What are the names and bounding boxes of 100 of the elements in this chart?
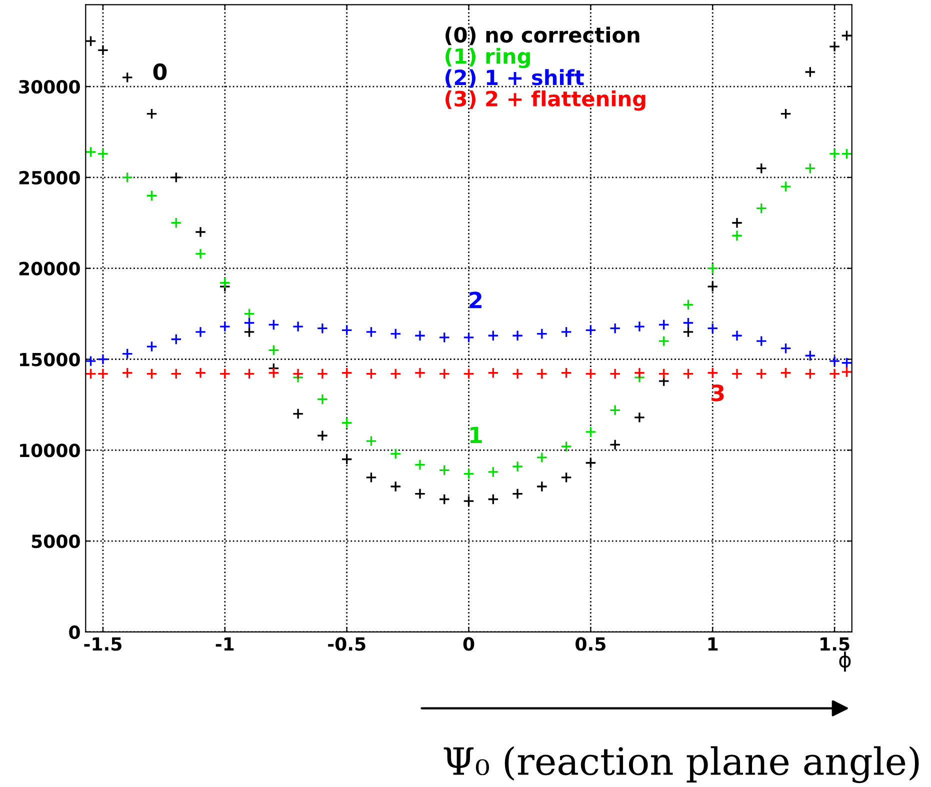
point [341, 454, 353, 465]
point [146, 190, 158, 202]
x-tick-label: 1 [708, 637, 718, 651]
point [780, 108, 792, 120]
point [487, 330, 499, 342]
x-tick-label: -0.5 [328, 637, 366, 651]
point [731, 330, 743, 342]
text: Ψ₀ (reaction plane angle) [444, 746, 919, 784]
text: (3) 2 + flattening [446, 90, 646, 111]
point [122, 348, 134, 360]
y-tick-label: 15000 [20, 352, 80, 366]
point [244, 368, 255, 380]
point [86, 35, 96, 47]
point [634, 320, 646, 332]
point [828, 40, 840, 52]
x-tick-label: 0 [463, 637, 474, 651]
point [438, 464, 450, 476]
point [584, 457, 596, 469]
x-tick-label: -1 [216, 637, 234, 651]
point [560, 472, 572, 484]
point [316, 368, 328, 380]
point [609, 439, 621, 450]
point [706, 280, 718, 292]
y-tick-label: 0 [69, 625, 80, 640]
point [658, 319, 670, 330]
point [584, 324, 596, 336]
annotation: 3 [712, 384, 724, 402]
point [292, 368, 304, 380]
point [97, 148, 109, 160]
point [756, 335, 768, 347]
point [122, 72, 134, 84]
point [463, 495, 474, 507]
y-tick-label: 5000 [32, 534, 80, 548]
point [536, 328, 548, 340]
x-tick-label: 1.5 [820, 637, 850, 651]
point [584, 426, 596, 438]
point [756, 368, 768, 380]
point [609, 368, 621, 380]
point [609, 404, 621, 416]
point [268, 344, 280, 356]
point [634, 412, 646, 424]
point [366, 435, 377, 447]
point [219, 368, 231, 380]
point [706, 367, 718, 379]
point [244, 326, 255, 338]
point [438, 368, 450, 380]
point [536, 480, 548, 492]
point [194, 226, 206, 238]
point [390, 480, 402, 492]
point [194, 326, 206, 338]
point [706, 322, 718, 334]
point [122, 172, 134, 184]
point [804, 66, 816, 78]
point [146, 368, 158, 380]
point [658, 335, 670, 347]
legend-label: (0) no correction [446, 26, 640, 46]
point [268, 367, 280, 379]
point [316, 394, 328, 405]
point [780, 342, 792, 354]
x-tick-label: 0.5 [576, 637, 606, 651]
point [756, 202, 768, 214]
point [170, 217, 182, 229]
point [390, 448, 402, 460]
point [414, 330, 426, 342]
point [292, 408, 304, 420]
point [463, 468, 474, 480]
point [658, 368, 670, 380]
x-tick-label: -1.5 [84, 637, 122, 651]
text: (1) ring [446, 48, 530, 68]
point [341, 324, 353, 336]
point [268, 319, 280, 330]
point [682, 317, 694, 329]
y-tick-label: 30000 [19, 80, 80, 94]
point [341, 367, 353, 379]
point [97, 44, 109, 56]
point [828, 148, 840, 160]
point [584, 368, 596, 380]
point [512, 488, 524, 500]
point [414, 367, 426, 379]
point [682, 299, 694, 310]
point [146, 340, 158, 352]
point [414, 459, 426, 470]
point [487, 367, 499, 379]
point [414, 488, 426, 500]
point [634, 367, 646, 379]
point [438, 332, 450, 344]
point [390, 368, 402, 380]
point [804, 350, 816, 362]
point [316, 430, 328, 442]
annotation: 0 [153, 63, 167, 80]
point [731, 230, 743, 242]
point [841, 357, 852, 369]
point [122, 367, 134, 379]
point [219, 320, 231, 332]
point [682, 326, 694, 338]
point [804, 162, 816, 174]
point [841, 148, 852, 160]
point [244, 317, 255, 329]
point [463, 332, 474, 344]
x-axis-title: ϕ [839, 652, 851, 672]
